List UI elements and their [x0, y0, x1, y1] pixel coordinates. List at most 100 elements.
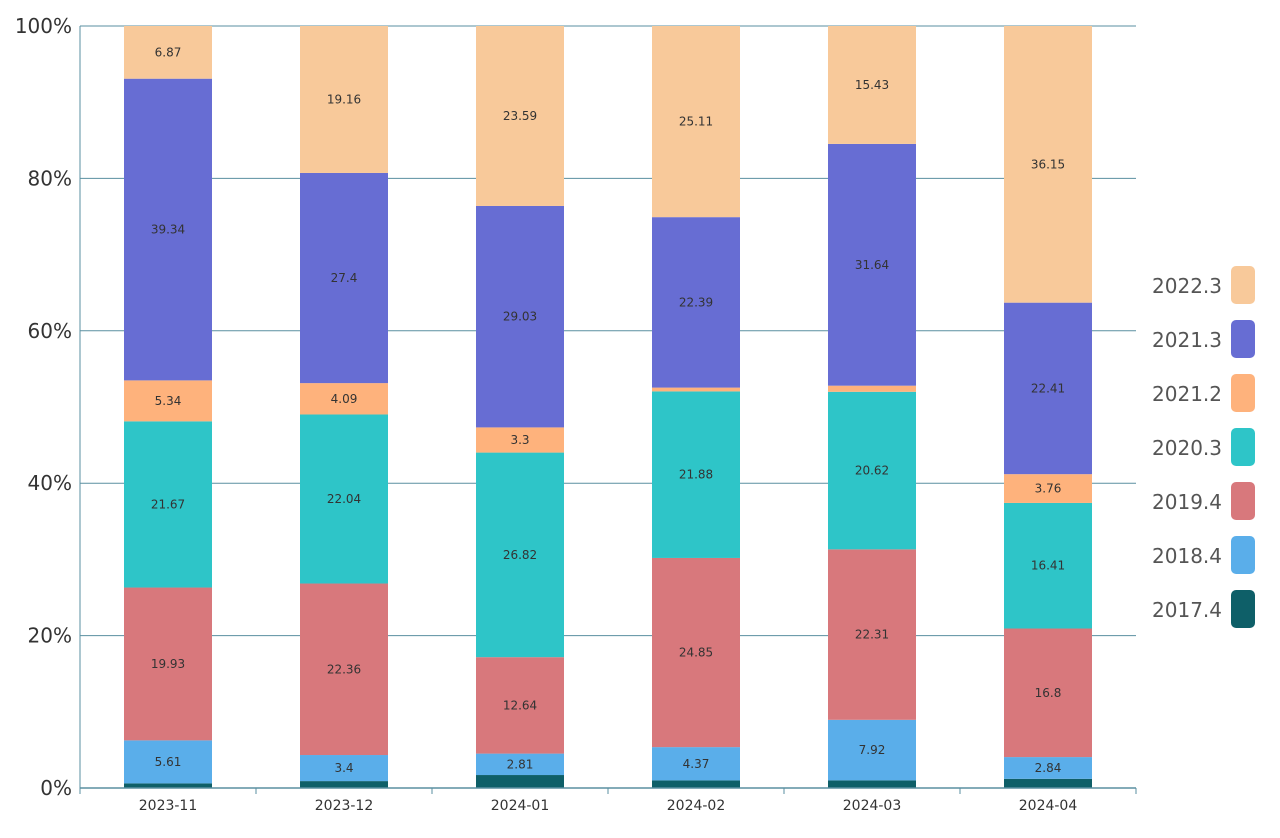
x-tick-label: 2023-11 [139, 798, 198, 814]
bar-segment-2022-3-2024-02 [652, 26, 740, 218]
data-label: 29.03 [503, 310, 537, 324]
legend-label-2021-3: 2021.3 [1152, 328, 1222, 352]
legend-swatch-2017-4 [1231, 590, 1255, 628]
legend-swatch-2019-4 [1231, 482, 1255, 520]
data-label: 22.41 [1031, 381, 1065, 395]
data-label: 36.15 [1031, 157, 1065, 171]
bar-segment-2022-3-2023-12 [300, 26, 388, 173]
bar-segment-2022-3-2023-11 [124, 26, 212, 79]
bar-segment-2019-4-2023-11 [124, 587, 212, 741]
data-label: 2.84 [1035, 761, 1062, 775]
data-label: 15.43 [855, 78, 889, 92]
legend-swatch-2022-3 [1231, 266, 1255, 304]
bar-segment-2020-3-2024-02 [652, 391, 740, 558]
bar-segment-2021-2-2024-04 [1004, 474, 1092, 503]
data-label: 16.41 [1031, 559, 1065, 573]
bar-segment-2018-4-2024-01 [476, 753, 564, 776]
bar-segment-2021-3-2023-12 [300, 172, 388, 384]
data-label: 2.81 [507, 757, 534, 771]
y-tick-label: 40% [28, 471, 72, 495]
data-label: 21.67 [151, 497, 185, 511]
data-label: 12.64 [503, 698, 537, 712]
data-label: 22.31 [855, 628, 889, 642]
y-tick-label: 0% [40, 776, 72, 800]
data-label: 19.16 [327, 92, 361, 106]
x-tick-label: 2024-03 [843, 798, 902, 814]
legend-label-2019-4: 2019.4 [1152, 490, 1222, 514]
legend-swatch-2020-3 [1231, 428, 1255, 466]
axes: 0% 20% 40% 60% 80% 100% 2023-11 2023-12 2024-01 2… [15, 14, 1137, 814]
data-label: 22.04 [327, 492, 361, 506]
data-label: 4.37 [683, 757, 710, 771]
bar-segment-2020-3-2023-12 [300, 414, 388, 584]
data-label: 22.39 [679, 295, 713, 309]
data-label: 20.62 [855, 464, 889, 478]
data-label: 31.64 [855, 258, 889, 272]
bar-segment-2021-3-2023-11 [124, 78, 212, 381]
bar-segment-2021-3-2024-01 [476, 205, 564, 428]
bar-segment-2022-3-2024-01 [476, 26, 564, 206]
bar-segment-2022-3-2024-03 [828, 26, 916, 144]
data-label: 7.92 [859, 743, 886, 757]
bar-segment-2019-4-2024-03 [828, 549, 916, 720]
bar-segment-2021-2-2024-01 [476, 427, 564, 453]
bar-segment-2021-2-2023-12 [300, 383, 388, 415]
legend-label-2021-2: 2021.2 [1152, 382, 1222, 406]
bar-segment-2021-3-2024-03 [828, 143, 916, 386]
data-label: 23.59 [503, 109, 537, 123]
x-tick-label: 2024-02 [667, 798, 726, 814]
bar-segment-2017-4-2023-11 [124, 783, 212, 788]
data-label: 22.36 [327, 662, 361, 676]
x-tick-label: 2023-12 [315, 798, 374, 814]
bar-segment-2017-4-2024-02 [652, 780, 740, 788]
data-label: 27.4 [331, 271, 358, 285]
bar-segment-2017-4-2023-12 [300, 781, 388, 788]
y-tick-label: 80% [28, 166, 72, 190]
data-label: 25.11 [679, 115, 713, 129]
legend-label-2020-3: 2020.3 [1152, 436, 1222, 460]
bar-segment-2021-2-2024-03 [828, 385, 916, 392]
bar-segment-2020-3-2024-01 [476, 452, 564, 658]
bars: 5.61 19.93 21.67 5.34 39.34 6.87 3.4 22.36 22.04… [124, 26, 1092, 788]
legend-label-2018-4: 2018.4 [1152, 544, 1222, 568]
data-label: 26.82 [503, 548, 537, 562]
data-label: 3.4 [334, 761, 353, 775]
grid-lines [80, 25, 1136, 789]
data-label: 5.61 [155, 755, 182, 769]
data-label: 19.93 [151, 657, 185, 671]
y-tick-label: 60% [28, 319, 72, 343]
bar-segment-2019-4-2024-04 [1004, 628, 1092, 758]
bar-segment-2019-4-2024-01 [476, 657, 564, 754]
data-label: 6.87 [155, 45, 182, 59]
data-label: 24.85 [679, 646, 713, 660]
data-label: 5.34 [155, 394, 182, 408]
bar-segment-2018-4-2024-02 [652, 747, 740, 781]
legend-swatch-2018-4 [1231, 536, 1255, 574]
y-tick-label: 100% [15, 14, 72, 38]
bar-segment-2017-4-2024-01 [476, 775, 564, 788]
bar-segment-2018-4-2024-04 [1004, 757, 1092, 779]
bar-segment-2022-3-2024-04 [1004, 26, 1092, 303]
bar-segment-2018-4-2023-12 [300, 755, 388, 782]
y-tick-label: 20% [28, 624, 72, 648]
bar-segment-2021-2-2023-11 [124, 380, 212, 422]
x-tick-label: 2024-01 [491, 798, 550, 814]
legend-swatch-2021-2 [1231, 374, 1255, 412]
data-label: 39.34 [151, 223, 185, 237]
bar-segment-2019-4-2023-12 [300, 583, 388, 756]
bar-segment-2018-4-2024-03 [828, 719, 916, 781]
data-label: 3.76 [1035, 482, 1062, 496]
x-tick-label: 2024-04 [1019, 798, 1078, 814]
bar-segment-2021-3-2024-02 [652, 217, 740, 388]
bar-segment-2017-4-2024-04 [1004, 778, 1092, 788]
legend-swatch-2021-3 [1231, 320, 1255, 358]
bar-segment-2021-2-2024-02 [652, 387, 740, 392]
data-label: 21.88 [679, 468, 713, 482]
bar-segment-2019-4-2024-02 [652, 557, 740, 748]
data-label: 4.09 [331, 392, 358, 406]
bar-segment-2018-4-2023-11 [124, 740, 212, 784]
data-label: 3.3 [510, 433, 529, 447]
bar-segment-2020-3-2024-03 [828, 391, 916, 550]
legend-label-2017-4: 2017.4 [1152, 598, 1222, 622]
